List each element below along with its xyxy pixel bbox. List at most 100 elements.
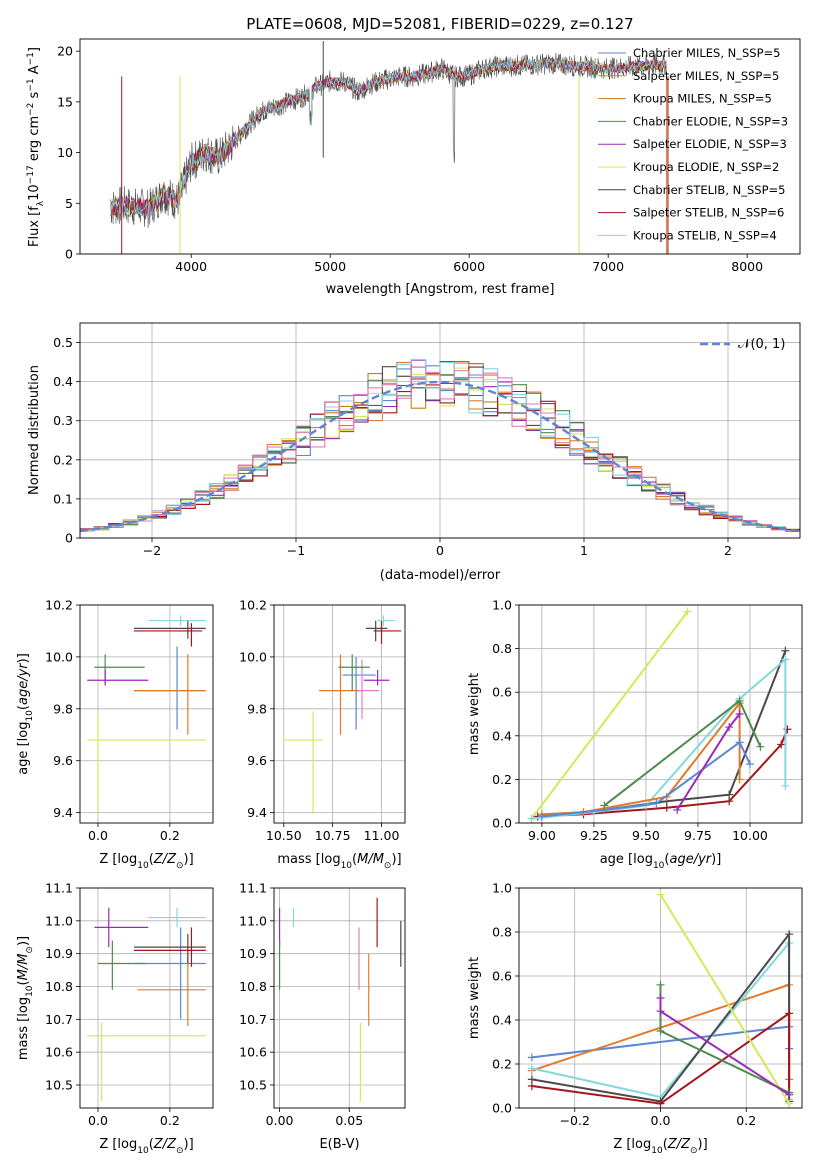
weight-marker xyxy=(756,742,765,751)
x-tick-label: 6000 xyxy=(453,259,485,274)
y-tick-label: 9.4 xyxy=(247,805,267,820)
x-tick-label: 5000 xyxy=(314,259,346,274)
label-part: age [log xyxy=(600,852,653,867)
x-tick-label: 8000 xyxy=(731,259,763,274)
weight-marker xyxy=(656,890,665,899)
y-tick-label: 11.0 xyxy=(45,913,73,928)
x-tick-label: 0.00 xyxy=(266,1113,294,1128)
weight-marker xyxy=(785,1090,794,1099)
x-axis-label: Z [log10(Z/Z⊙)] xyxy=(99,1137,193,1156)
x-tick-label: 0.0 xyxy=(88,1113,108,1128)
x-axis-label: wavelength [Angstrom, rest frame] xyxy=(326,282,555,297)
plot-area xyxy=(87,907,206,1102)
grid xyxy=(80,887,213,1108)
y-tick-label: 10.5 xyxy=(45,1078,73,1093)
weight-marker xyxy=(656,994,665,1002)
y-tick-label: 10.6 xyxy=(45,1045,73,1060)
y-axis-label: age [log10(age/yr)] xyxy=(16,653,35,775)
label-part: ⊙ xyxy=(384,861,392,871)
legend-label: Salpeter STELIB, N_SSP=6 xyxy=(633,206,784,220)
x-tick-label: −1 xyxy=(287,543,305,558)
label-part: ( xyxy=(16,980,31,985)
y-axis-label: Normed distribution xyxy=(27,365,42,495)
label-part: −2 xyxy=(26,103,36,116)
y-tick-label: 0.0 xyxy=(492,1101,512,1116)
y-tick-label: 10.9 xyxy=(239,946,267,961)
axes-frame xyxy=(518,604,803,824)
weight-line xyxy=(659,998,790,1096)
y-tick-label: 0.6 xyxy=(492,969,512,984)
y-tick-label: 0.3 xyxy=(53,413,73,428)
label-part: 10 xyxy=(653,861,665,871)
weight-marker xyxy=(785,1099,794,1108)
legend-label: Salpeter MILES, N_SSP=5 xyxy=(633,69,779,83)
label-part: ( xyxy=(149,852,154,867)
label-part: λ xyxy=(36,200,46,206)
label-part: ⊙ xyxy=(690,1146,698,1156)
x-tick-label: 9.00 xyxy=(528,828,556,843)
label-part: Z [log xyxy=(99,852,137,867)
x-tick-label: 2 xyxy=(724,543,732,558)
plot-area xyxy=(87,615,206,813)
x-tick-label: 9.50 xyxy=(632,828,660,843)
x-tick-label: 10.50 xyxy=(266,828,302,843)
label-part: M/M xyxy=(16,954,31,981)
weight-marker xyxy=(725,790,734,799)
label-part: )] xyxy=(711,852,721,867)
weight-marker xyxy=(537,812,546,821)
weight-marker xyxy=(600,801,609,810)
weight-marker xyxy=(735,696,744,705)
x-axis-label: (data-model)/error xyxy=(380,568,501,583)
weight-marker xyxy=(777,740,786,749)
label-part: A xyxy=(27,65,42,78)
panel-massweight-vs-Z: −0.2 0.0 0.2 0.0 0.2 0.4 0.6 0.8 1.0 Z [log10(Z/Z… xyxy=(467,881,803,1156)
weight-marker xyxy=(785,930,794,939)
x-tick-label: 0 xyxy=(436,543,444,558)
x-tick-label: 7000 xyxy=(592,259,624,274)
y-tick-label: 11.1 xyxy=(239,881,267,896)
weight-marker xyxy=(656,980,665,989)
legend-label: Kroupa STELIB, N_SSP=4 xyxy=(633,228,777,242)
label-part: 10 xyxy=(137,861,149,871)
legend-label: Chabrier STELIB, N_SSP=5 xyxy=(633,183,785,197)
plot-area xyxy=(527,607,792,823)
y-tick-label: 0.5 xyxy=(53,335,73,350)
y-tick-label: 15 xyxy=(57,94,73,109)
y-tick-label: 9.4 xyxy=(53,805,73,820)
x-tick-label: 9.75 xyxy=(684,828,712,843)
label-part: age [log xyxy=(16,722,31,775)
label-part: 10 xyxy=(341,861,353,871)
y-tick-label: 10.2 xyxy=(45,598,73,613)
label-part: Z [log xyxy=(99,1137,137,1152)
weight-marker xyxy=(527,1082,536,1090)
histogram-step xyxy=(80,366,800,532)
weight-marker xyxy=(735,775,744,784)
y-tick-label: 0.8 xyxy=(492,925,512,940)
y-tick-label: 10.6 xyxy=(239,1045,267,1060)
label-part: Z/Z xyxy=(667,1137,691,1152)
x-tick-label: 0.2 xyxy=(160,1113,180,1128)
y-tick-label: 0.1 xyxy=(53,491,73,506)
y-tick-label: 10.5 xyxy=(239,1078,267,1093)
label-part: )] xyxy=(184,852,194,867)
y-tick-label: 10.8 xyxy=(45,979,73,994)
axes-frame xyxy=(79,322,801,539)
grid xyxy=(80,604,213,823)
legend-label: Chabrier MILES, N_SSP=5 xyxy=(633,46,780,60)
weight-marker xyxy=(735,710,744,718)
weight-marker xyxy=(781,646,790,655)
y-axis-label: Flux [fλ10−17 erg cm−2 s−1 A−1] xyxy=(26,47,46,247)
spectrum-line xyxy=(110,59,667,217)
x-tick-label: 1 xyxy=(580,543,588,558)
weight-marker xyxy=(725,723,734,732)
axes-frame xyxy=(273,604,406,824)
x-tick-label: 0.2 xyxy=(160,828,180,843)
y-tick-label: 10.8 xyxy=(239,979,267,994)
label-part: ( xyxy=(149,1137,154,1152)
label-part: )] xyxy=(16,653,31,663)
label-part: 10 xyxy=(27,184,42,201)
axes-frame xyxy=(79,604,214,824)
y-axis-label: mass weight xyxy=(467,957,482,1039)
weight-marker xyxy=(781,781,790,790)
label-part: Z/Z xyxy=(153,1137,177,1152)
